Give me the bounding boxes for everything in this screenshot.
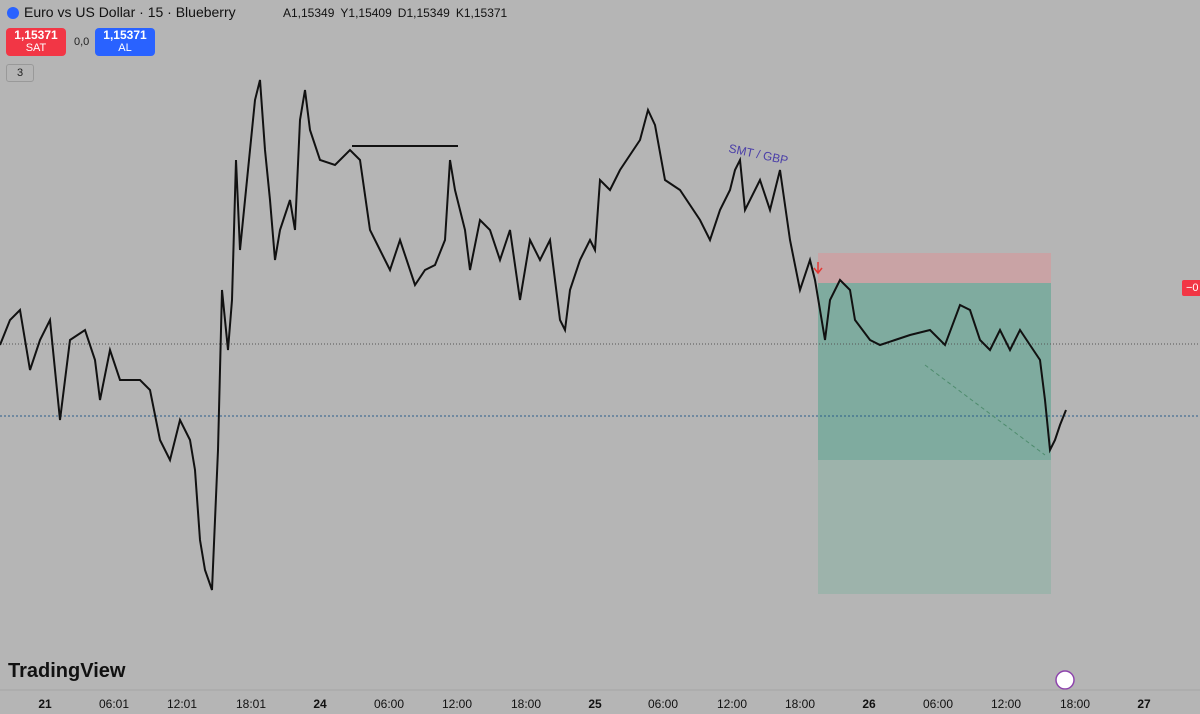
x-tick-label: 06:01 xyxy=(98,697,130,711)
x-tick-label: 06:00 xyxy=(922,697,954,711)
x-tick-label: 24 xyxy=(313,697,327,711)
x-tick-label: 27 xyxy=(1137,697,1151,711)
target-zone xyxy=(818,283,1051,460)
x-tick-label: 06:00 xyxy=(647,697,679,711)
low: D1,15349 xyxy=(397,6,450,20)
x-tick-label: 26 xyxy=(862,697,876,711)
x-tick-label: 12:00 xyxy=(716,697,748,711)
x-tick-label: 18:00 xyxy=(510,697,542,711)
sell-arrow xyxy=(813,262,823,275)
trend-line xyxy=(924,364,1046,456)
x-tick-label: 12:00 xyxy=(990,697,1022,711)
side-price-label: −0 xyxy=(1182,280,1200,296)
high: Y1,15409 xyxy=(340,6,392,20)
x-tick-label: 06:00 xyxy=(373,697,405,711)
watermark: TradingView xyxy=(8,660,126,682)
indicators-toggle[interactable]: 3 xyxy=(6,64,34,82)
close: K1,15371 xyxy=(455,6,508,20)
ohlc: A1,15349 Y1,15409 D1,15349 K1,15371 xyxy=(283,6,513,20)
symbol-icon xyxy=(7,7,19,19)
spread: 0,0 xyxy=(74,36,90,48)
x-tick-label: 18:00 xyxy=(784,697,816,711)
symbol-title[interactable]: Euro vs US Dollar · 15 · Blueberry xyxy=(24,4,236,20)
x-tick-label: 25 xyxy=(588,697,602,711)
x-tick-label: 21 xyxy=(38,697,52,711)
target-extension xyxy=(818,460,1051,594)
x-tick-label: 12:00 xyxy=(441,697,473,711)
x-tick-label: 18:01 xyxy=(235,697,267,711)
buy-label: AL xyxy=(118,42,132,54)
annotation: SMT / GBP xyxy=(727,141,789,167)
open: A1,15349 xyxy=(283,6,335,20)
x-tick-label: 18:00 xyxy=(1059,697,1091,711)
buy-button[interactable]: 1,15371 AL xyxy=(95,28,155,56)
price-series xyxy=(0,79,1067,591)
buy-price: 1,15371 xyxy=(103,28,147,42)
sell-label: SAT xyxy=(25,42,47,54)
alert-icon[interactable] xyxy=(1055,670,1075,690)
sell-price: 1,15371 xyxy=(14,28,58,42)
sell-button[interactable]: 1,15371 SAT xyxy=(6,28,66,56)
stop-zone xyxy=(818,253,1051,283)
x-tick-label: 12:01 xyxy=(166,697,198,711)
